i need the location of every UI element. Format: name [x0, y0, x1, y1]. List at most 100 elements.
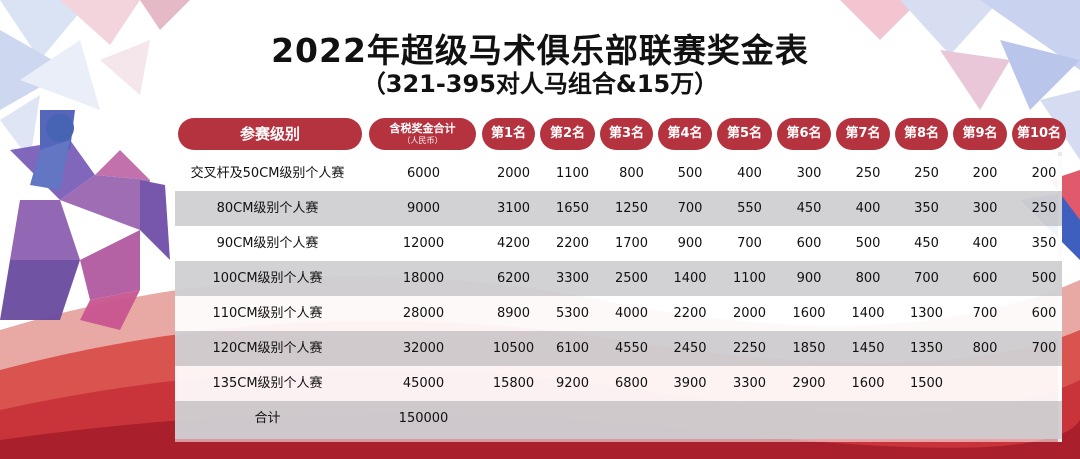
row-label: 135CM级别个人赛 [212, 376, 323, 391]
table-row: 80CM级别个人赛 9000 3100 1650 1250 700 550 45… [175, 191, 1062, 226]
prize-cell: 2450 [673, 341, 707, 356]
prize-cell: 200 [972, 166, 998, 181]
prize-cell [1017, 366, 1071, 401]
prize-cell: 2500 [614, 271, 649, 286]
row-label: 110CM级别个人赛 [212, 306, 323, 321]
header-place-1: 第1名 [482, 118, 535, 150]
prize-cell: 1500 [909, 376, 944, 391]
row-label: 120CM级别个人赛 [212, 341, 323, 356]
prize-cell: 9200 [555, 376, 590, 391]
row-total: 12000 [402, 236, 445, 251]
prize-cell: 400 [855, 201, 881, 216]
prize-cell: 3100 [496, 201, 531, 216]
row-total: 9000 [406, 201, 441, 216]
page-title: 2022年超级马术俱乐部联赛奖金表 [271, 31, 809, 70]
table-row: 90CM级别个人赛 12000 4200 2200 1700 900 700 6… [175, 226, 1062, 261]
row-label: 交叉杆及50CM级别个人赛 [190, 166, 345, 181]
prize-cell: 3900 [673, 376, 707, 391]
prize-cell: 600 [1031, 306, 1057, 321]
prize-cell: 900 [796, 271, 822, 286]
header-place-3: 第3名 [600, 118, 653, 150]
prize-cell: 450 [914, 236, 939, 251]
table-row: 120CM级别个人赛 32000 10500 6100 4550 2450 22… [175, 331, 1062, 366]
header-place-9: 第9名 [953, 118, 1007, 150]
prize-cell: 1450 [851, 341, 885, 356]
prize-cell: 10500 [492, 341, 535, 356]
table-row: 交叉杆及50CM级别个人赛 6000 2000 1100 800 500 400… [175, 156, 1062, 191]
header-place-5: 第5名 [717, 118, 772, 150]
row-label: 90CM级别个人赛 [216, 236, 319, 251]
table-row: 100CM级别个人赛 18000 6200 3300 2500 1400 110… [175, 261, 1062, 296]
prize-cell: 6800 [614, 376, 649, 391]
prize-cell: 1700 [614, 236, 649, 251]
page-subtitle: （321-395对人马组合&15万） [361, 70, 719, 98]
prize-cell: 2250 [732, 341, 767, 356]
row-total: 32000 [402, 341, 445, 356]
row-label: 合计 [254, 411, 281, 426]
header-place-7: 第7名 [836, 118, 890, 150]
table-row-total: 合计 150000 [175, 401, 1062, 439]
header-place-4: 第4名 [658, 118, 712, 150]
prize-cell: 900 [677, 236, 703, 251]
prize-cell: 350 [1031, 236, 1057, 251]
row-label: 80CM级别个人赛 [216, 201, 319, 216]
prize-cell: 250 [855, 166, 881, 181]
prize-cell: 700 [914, 271, 939, 286]
header-total-unit: （人民币） [402, 135, 443, 145]
prize-cell: 4550 [614, 341, 649, 356]
row-total: 18000 [402, 271, 445, 286]
prize-cell: 2000 [732, 306, 767, 321]
prize-cell: 800 [972, 341, 998, 356]
prize-cell: 400 [737, 166, 762, 181]
prize-cell: 250 [1031, 201, 1057, 216]
prize-cell: 1250 [614, 201, 649, 216]
prize-cell: 300 [972, 201, 998, 216]
prize-cell: 200 [1031, 166, 1057, 181]
prize-cell: 600 [796, 236, 822, 251]
prize-cell: 4200 [496, 236, 531, 251]
header-place-10: 第10名 [1012, 118, 1066, 150]
prize-cell: 1400 [851, 306, 885, 321]
header-total-label: 含税奖金合计 [389, 122, 456, 136]
prize-cell: 8900 [496, 306, 531, 321]
prize-cell: 300 [796, 166, 822, 181]
prize-cell: 1350 [909, 341, 944, 356]
prize-cell: 700 [972, 306, 998, 321]
prize-cell: 500 [677, 166, 703, 181]
prize-cell: 350 [914, 201, 939, 216]
prize-cell: 1600 [851, 376, 885, 391]
header-total: 含税奖金合计 （人民币） [369, 118, 476, 150]
prize-cell: 800 [855, 271, 881, 286]
prize-cell [958, 366, 1012, 401]
prize-cell: 250 [914, 166, 939, 181]
prize-cell: 1600 [792, 306, 826, 321]
table-row: 135CM级别个人赛 45000 15800 9200 6800 3900 33… [175, 366, 1062, 401]
prize-cell: 2900 [792, 376, 826, 391]
header-place-6: 第6名 [777, 118, 831, 150]
header-place-8: 第8名 [895, 118, 948, 150]
row-total: 28000 [402, 306, 445, 321]
prize-cell: 400 [972, 236, 998, 251]
prize-cell: 500 [1031, 271, 1057, 286]
prize-cell: 1400 [673, 271, 707, 286]
prize-cell: 600 [972, 271, 998, 286]
prize-cell: 1650 [555, 201, 590, 216]
prize-cell: 700 [1031, 341, 1057, 356]
prize-cell: 2000 [496, 166, 531, 181]
prize-cell: 1100 [555, 166, 590, 181]
prize-cell: 3300 [555, 271, 590, 286]
row-total: 45000 [402, 376, 445, 391]
prize-cell: 1850 [792, 341, 826, 356]
prize-cell: 1300 [909, 306, 944, 321]
row-total: 150000 [398, 411, 449, 426]
prize-cell: 15800 [492, 376, 535, 391]
row-label: 100CM级别个人赛 [212, 271, 323, 286]
row-total: 6000 [406, 166, 441, 181]
prize-cell: 800 [619, 166, 644, 181]
prize-cell: 5300 [555, 306, 590, 321]
prize-cell: 500 [855, 236, 881, 251]
prize-cell: 450 [796, 201, 822, 216]
prize-cell: 700 [677, 201, 703, 216]
header-category: 参赛级别 [178, 118, 362, 150]
prize-cell: 700 [737, 236, 762, 251]
